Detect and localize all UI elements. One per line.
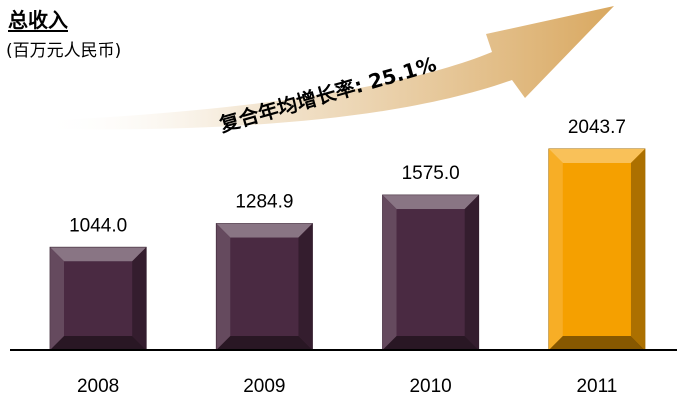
bar-2009 (215, 223, 313, 351)
value-label-2008: 1044.0 (69, 215, 127, 236)
value-label-2010: 1575.0 (402, 163, 460, 184)
chart-subtitle: (百万元人民币) (6, 41, 122, 61)
x-tick-label-2008: 2008 (77, 376, 119, 397)
x-tick-label-2009: 2009 (243, 376, 285, 397)
chart-title: 总收入 (8, 8, 68, 32)
x-tick-label-2010: 2010 (409, 376, 451, 397)
growth-arrow-icon (40, 6, 614, 130)
bar-2008 (49, 246, 147, 351)
value-label-2009: 1284.9 (235, 192, 293, 213)
bar-2010 (382, 194, 480, 351)
x-tick-label-2011: 2011 (576, 376, 617, 397)
bar-2011 (548, 148, 646, 351)
value-label-2011: 2043.7 (568, 117, 626, 138)
